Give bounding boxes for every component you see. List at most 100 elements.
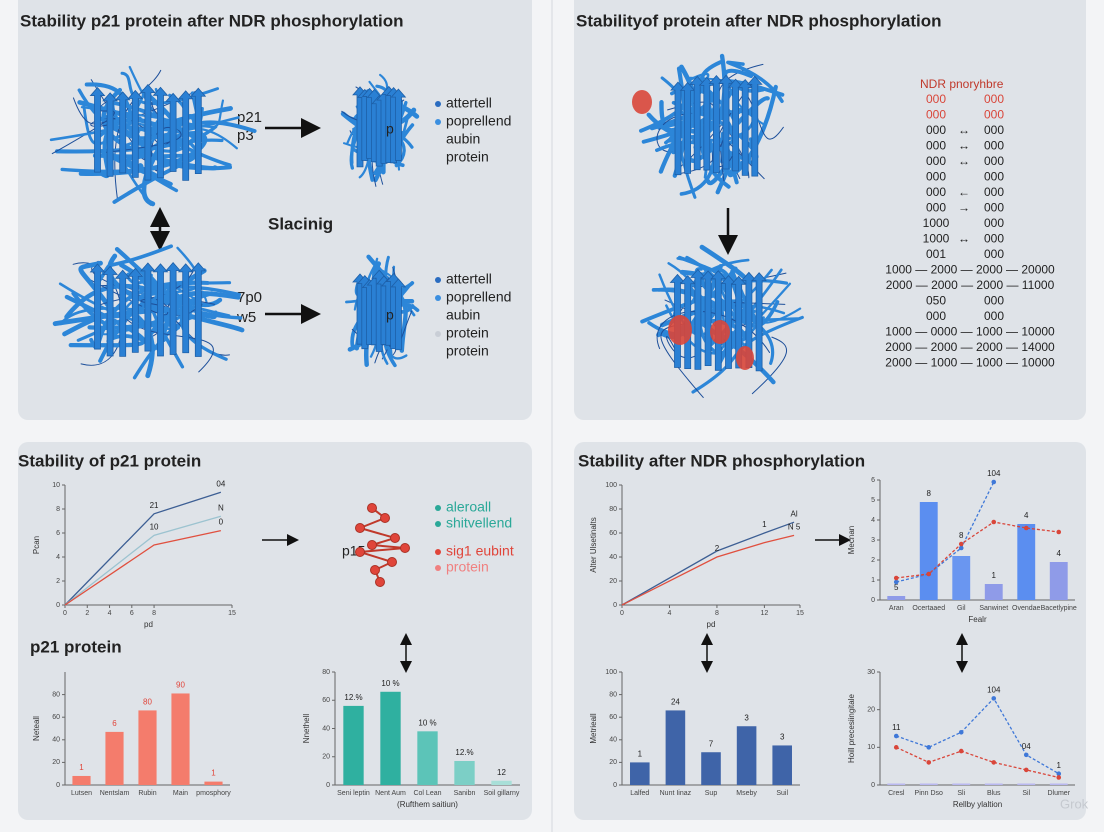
y-tick-label: 0 (613, 782, 617, 789)
line (896, 521, 1059, 579)
point (926, 745, 932, 750)
legend-text: poprellend (446, 113, 511, 129)
x-tick-label: Cresl (888, 790, 905, 797)
x-tick-label: 6 (130, 610, 134, 617)
bar (1049, 783, 1068, 785)
arrows (150, 118, 968, 673)
table-cell: 050 (926, 294, 946, 308)
panel-title: Stability after NDR phosphorylation (578, 451, 865, 470)
y-tick-label: 80 (609, 506, 617, 513)
legend-text: shitvellend (446, 515, 512, 531)
legend-bullet (435, 505, 441, 511)
table-cell: 001 (926, 247, 946, 261)
line (64, 491, 222, 606)
x-tick-label: Sup (705, 790, 718, 797)
y-tick-label: 20 (609, 578, 617, 585)
y-axis-label: Hoill precesiingitale (847, 693, 856, 762)
point-label: 21 (150, 501, 159, 510)
point (991, 519, 997, 525)
table-cell: 1000 (923, 232, 950, 246)
point (926, 760, 932, 765)
bar (1017, 524, 1036, 600)
x-tick-label: 2 (85, 610, 89, 617)
strand (190, 262, 207, 357)
bar (204, 781, 223, 785)
strand (727, 78, 744, 172)
ribbon (678, 139, 765, 180)
x-tick-label: Nunt Iinaz (660, 790, 692, 797)
bond (359, 547, 406, 553)
legend-text: attertell (446, 95, 492, 111)
atom (355, 523, 365, 533)
table-cell: 000 (926, 170, 946, 184)
legend-text: aubin (446, 131, 480, 147)
x-tick-label: Sil (1022, 790, 1030, 797)
bar (105, 731, 124, 785)
watermark: Grok (1060, 796, 1089, 811)
strand (746, 75, 763, 177)
y-tick-label: 0 (613, 602, 617, 609)
x-tick-label: 0 (63, 610, 67, 617)
point-label: 11 (892, 723, 901, 732)
legend-bullet (435, 521, 441, 527)
legend-bullet (435, 119, 441, 125)
strand (114, 91, 131, 174)
point-label: 1 (762, 520, 767, 529)
point-label: 24 (671, 698, 680, 707)
point (926, 571, 932, 577)
table-cell: 000 (984, 216, 1004, 230)
point (893, 733, 899, 739)
bar (454, 760, 475, 785)
y-tick-label: 80 (52, 691, 60, 698)
table-cell: 000 (926, 154, 946, 168)
x-tick-label: Sanibn (454, 790, 476, 797)
atom (400, 543, 410, 553)
x-axis-label: (Rufthem saitiun) (397, 800, 458, 809)
x-tick-label: Pinn Dso (915, 790, 944, 797)
point (1023, 767, 1029, 773)
y-tick-label: 0 (56, 782, 60, 789)
point (893, 575, 899, 581)
point-label: 104 (987, 685, 1001, 694)
y-tick-label: 100 (605, 482, 617, 489)
strand (89, 263, 106, 350)
x-tick-label: Nent Aum (375, 790, 406, 797)
table-cell: 000 (984, 108, 1004, 122)
label: w5 (236, 309, 256, 326)
x-tick-label: 0 (620, 610, 624, 617)
bond (359, 527, 396, 539)
y-tick-label: 20 (609, 759, 617, 766)
bar (343, 705, 364, 785)
atom (375, 577, 385, 587)
x-axis-label: Fealr (968, 615, 987, 624)
chart-heading: p21 protein (30, 637, 122, 656)
atom (387, 557, 397, 567)
strand (140, 84, 156, 181)
x-tick-label: Aran (889, 605, 904, 612)
protein-illustration (340, 73, 420, 187)
x-tick-label: 4 (108, 610, 112, 617)
x-tick-label: 8 (715, 610, 719, 617)
x-tick-label: 4 (668, 610, 672, 617)
point-label: 2 (715, 544, 720, 553)
panel-title: Stabilityof protein after NDR phosphoryl… (576, 11, 942, 30)
table-cell: 000 (984, 139, 1004, 153)
legend-bullet (435, 101, 441, 107)
table-cell: ↔ (958, 154, 970, 168)
x-tick-label: Nentslam (100, 790, 130, 797)
strand (127, 89, 144, 178)
point (1023, 525, 1029, 531)
line (896, 481, 995, 583)
ribbon (658, 127, 688, 178)
bar (772, 745, 792, 785)
protein-illustration (49, 65, 257, 207)
table-cell: ← (958, 185, 970, 199)
point (893, 579, 899, 585)
table-cell: 000 (984, 294, 1004, 308)
y-axis-label: Alter Ulsetinalts (589, 517, 598, 573)
y-tick-label: 40 (52, 737, 60, 744)
table-title: NDR pnoryhbre (920, 77, 1004, 91)
point-label: N (218, 503, 224, 512)
point-label: 12.% (455, 748, 473, 757)
